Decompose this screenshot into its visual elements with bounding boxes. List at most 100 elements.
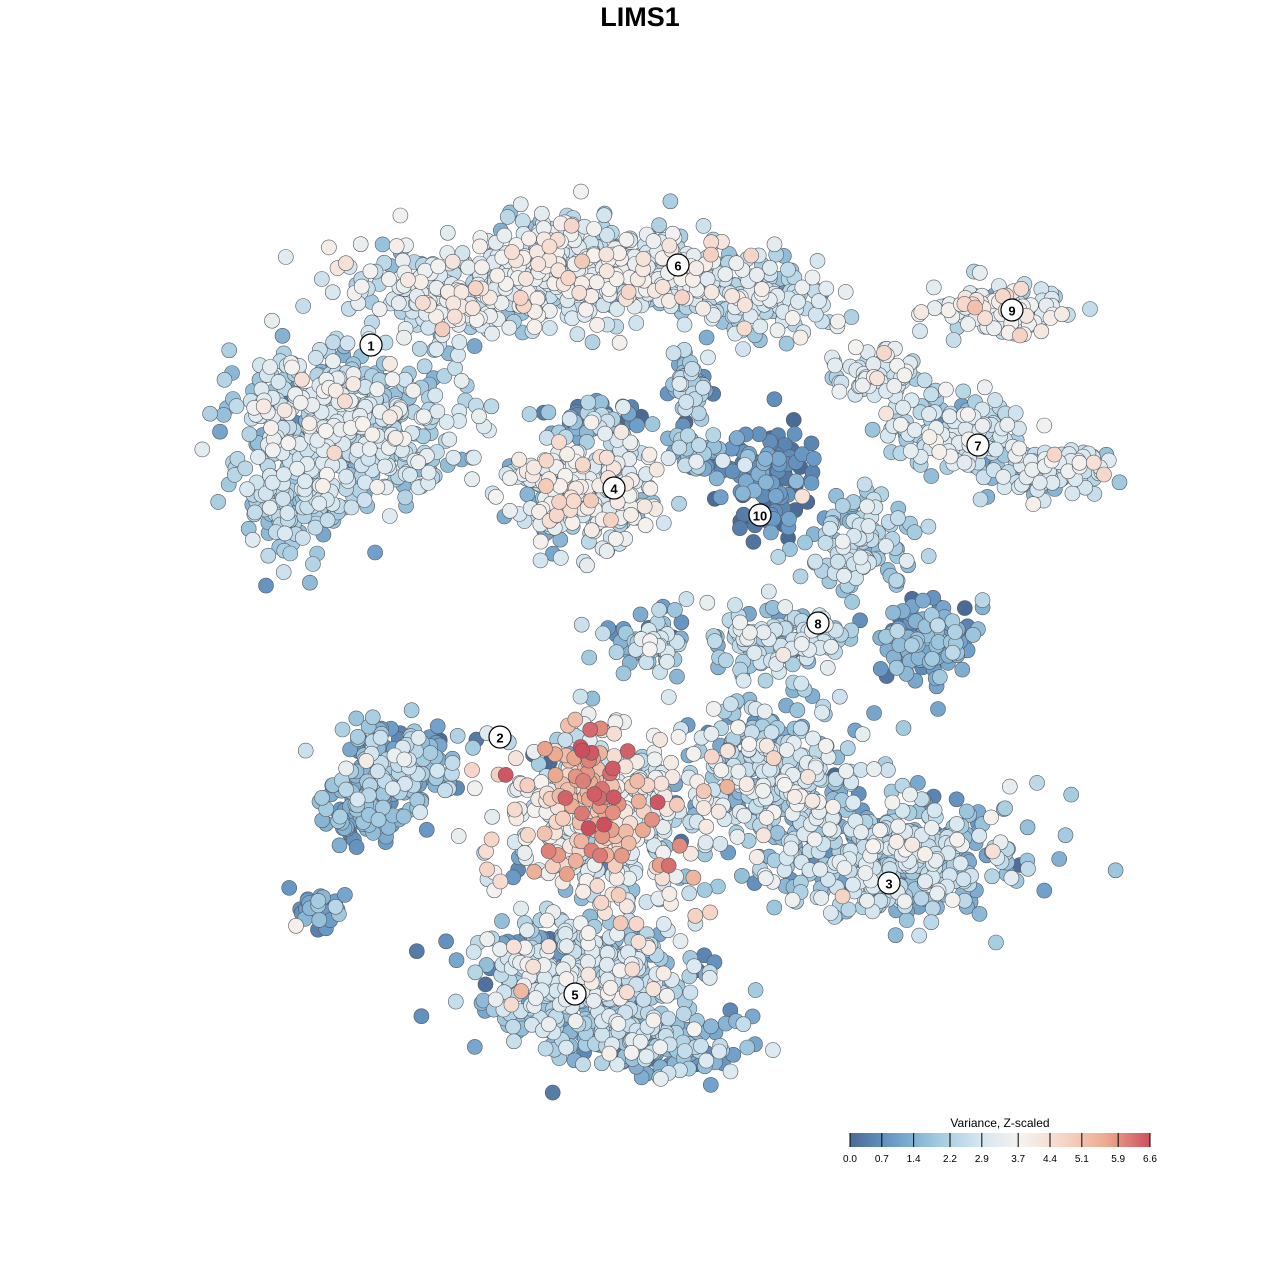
cell-point — [652, 1071, 669, 1087]
cell-point — [931, 669, 948, 685]
cell-point — [778, 335, 795, 352]
cell-point — [807, 553, 824, 570]
cell-point — [859, 892, 875, 909]
cell-point — [737, 297, 753, 313]
cell-point — [776, 776, 793, 793]
cell-point — [983, 809, 999, 826]
cell-point — [382, 355, 398, 372]
cell-point — [402, 467, 418, 483]
cell-point — [783, 840, 799, 857]
cell-point — [575, 1056, 591, 1073]
cell-point — [325, 334, 341, 351]
cell-point — [661, 886, 678, 902]
cell-point — [660, 1010, 677, 1027]
cell-point — [325, 353, 341, 370]
cell-point — [334, 721, 351, 738]
cell-point — [800, 769, 816, 785]
cell-point — [410, 729, 427, 746]
cell-point — [732, 614, 748, 631]
cell-point — [988, 934, 1004, 951]
cell-point — [682, 984, 699, 1001]
cell-point — [595, 625, 611, 642]
cell-point — [521, 230, 537, 247]
cell-point — [244, 531, 261, 548]
cell-point — [655, 515, 672, 531]
cell-point — [628, 315, 645, 331]
cell-point — [450, 828, 467, 844]
cell-point — [648, 461, 665, 478]
cell-point — [738, 776, 755, 792]
cell-point — [569, 326, 586, 343]
cell-point — [530, 256, 547, 272]
cell-point — [999, 416, 1016, 433]
cell-point — [381, 508, 398, 524]
cell-point — [847, 339, 864, 356]
cell-point — [558, 1039, 575, 1056]
cell-point — [450, 347, 466, 363]
cell-point — [599, 227, 615, 243]
chart-title: LIMS1 — [600, 2, 680, 32]
cell-point — [327, 898, 344, 915]
cell-point — [702, 1077, 719, 1093]
cell-point — [215, 407, 232, 423]
cell-point — [695, 300, 711, 317]
cell-point — [703, 725, 720, 742]
cell-point — [508, 750, 524, 767]
cell-point — [601, 1045, 618, 1062]
cell-point — [830, 313, 846, 330]
cell-point — [583, 414, 600, 431]
cell-point — [301, 415, 318, 432]
cell-point — [803, 435, 820, 452]
cell-point — [920, 548, 937, 564]
cell-point — [358, 753, 375, 769]
cell-point — [483, 398, 500, 415]
cell-point — [638, 1048, 655, 1065]
cell-point — [324, 284, 341, 301]
cell-point — [995, 469, 1012, 485]
cell-point — [984, 843, 1001, 860]
cell-point — [984, 868, 1000, 885]
cell-point — [661, 293, 677, 309]
cell-point — [888, 659, 905, 676]
cell-point — [552, 550, 569, 566]
cell-point — [813, 890, 830, 906]
cell-point — [698, 818, 715, 835]
cell-point — [451, 334, 468, 350]
cell-point — [277, 249, 294, 265]
cell-point — [307, 519, 324, 536]
cell-point — [755, 827, 772, 844]
cell-point — [699, 594, 716, 611]
cell-point — [670, 729, 687, 745]
cell-point — [221, 342, 237, 359]
cell-point — [685, 745, 702, 762]
cell-point — [730, 719, 746, 736]
cell-point — [311, 912, 328, 928]
cell-point — [834, 533, 851, 550]
cell-point — [955, 871, 972, 888]
cell-point — [784, 892, 801, 908]
cell-point — [1107, 862, 1124, 879]
cell-point — [804, 792, 821, 809]
cell-point — [651, 602, 667, 618]
cell-point — [722, 696, 739, 712]
cell-point — [834, 498, 851, 514]
cell-point — [580, 394, 597, 411]
cell-point — [887, 927, 904, 944]
cell-point — [505, 938, 522, 955]
cell-point — [757, 450, 774, 467]
cell-point — [747, 982, 764, 998]
cell-point — [635, 250, 652, 267]
cell-point — [735, 341, 751, 357]
cell-point — [212, 423, 228, 440]
cell-point — [923, 386, 940, 403]
cell-point — [729, 829, 746, 845]
cell-point — [429, 718, 446, 735]
cell-point — [929, 617, 946, 634]
cell-point — [511, 451, 528, 468]
cell-point — [714, 452, 731, 469]
cell-point — [825, 799, 841, 815]
cell-point — [763, 524, 779, 541]
cell-point — [766, 899, 783, 916]
cell-point — [332, 808, 348, 825]
cell-point — [525, 958, 542, 975]
